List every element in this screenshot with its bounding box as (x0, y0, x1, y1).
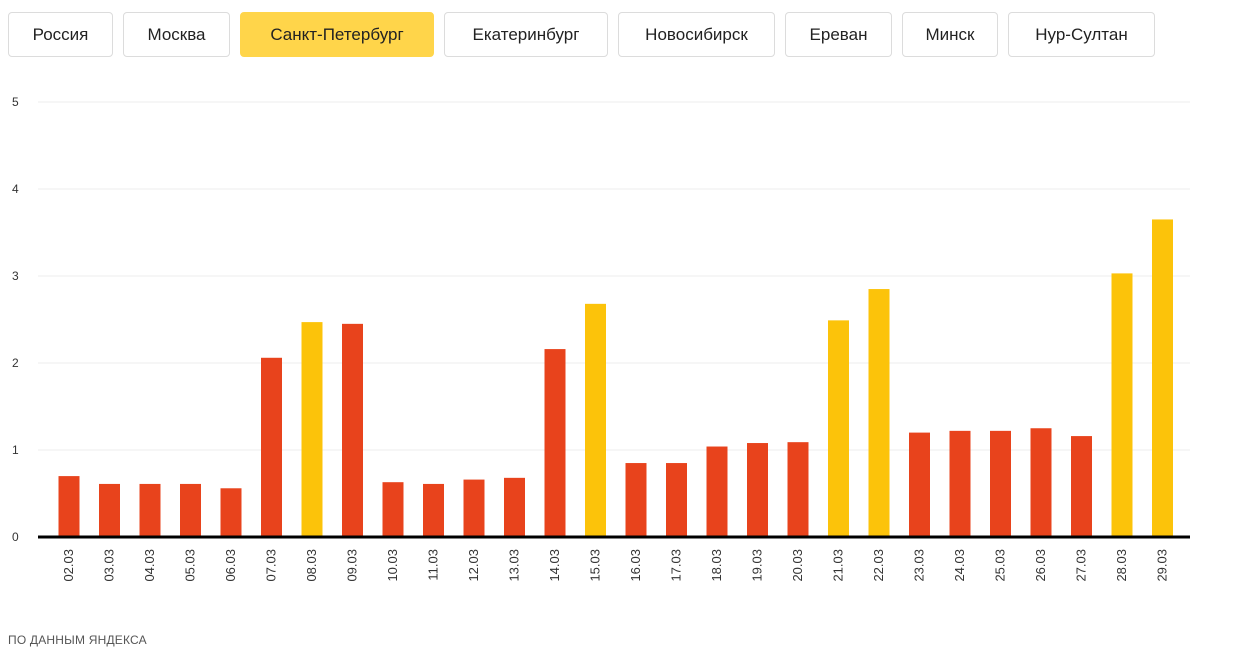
y-tick-label: 0 (12, 530, 19, 544)
bar-19.03[interactable] (747, 443, 768, 537)
bar-29.03[interactable] (1152, 219, 1173, 537)
x-tick-label: 03.03 (102, 549, 117, 582)
x-tick-label: 09.03 (345, 549, 360, 582)
y-tick-label: 1 (12, 443, 19, 457)
bar-04.03[interactable] (139, 483, 161, 537)
x-tick-label: 27.03 (1074, 549, 1089, 582)
x-tick-label: 06.03 (223, 549, 238, 582)
x-tick-label: 19.03 (750, 549, 765, 582)
bar-05.03[interactable] (180, 483, 201, 537)
x-tick-label: 10.03 (385, 549, 400, 582)
bar-03.03[interactable] (99, 483, 120, 537)
x-tick-label: 11.03 (426, 549, 441, 581)
bar-16.03[interactable] (625, 463, 647, 537)
x-tick-label: 26.03 (1033, 549, 1048, 582)
bar-22.03[interactable] (868, 289, 890, 537)
bar-08.03[interactable] (301, 322, 323, 537)
x-tick-label: 24.03 (952, 549, 967, 582)
x-tick-label: 28.03 (1114, 549, 1129, 582)
bar-06.03[interactable] (220, 488, 242, 537)
bar-chart: 0 1 2 3 4 5 02.03 03.03 04.03 05.03 06.03 07.03 08.0… (12, 95, 1190, 582)
y-tick-label: 3 (12, 269, 19, 283)
tab-yerevan[interactable]: Ереван (785, 12, 892, 57)
x-tick-label: 21.03 (831, 549, 846, 582)
x-tick-label: 05.03 (183, 549, 198, 582)
bar-28.03[interactable] (1111, 273, 1133, 537)
x-tick-label: 13.03 (507, 549, 522, 582)
bar-17.03[interactable] (666, 463, 687, 537)
bar-21.03[interactable] (828, 320, 849, 537)
bar-07.03[interactable] (261, 357, 282, 537)
x-tick-label: 04.03 (142, 549, 157, 582)
bar-23.03[interactable] (909, 432, 930, 537)
tab-minsk[interactable]: Минск (902, 12, 998, 57)
y-tick-label: 4 (12, 182, 19, 196)
bar-13.03[interactable] (504, 477, 525, 537)
bar-26.03[interactable] (1030, 428, 1052, 537)
tab-moscow[interactable]: Москва (123, 12, 230, 57)
tab-saint-petersburg[interactable]: Санкт-Петербург (240, 12, 434, 57)
bar-15.03[interactable] (585, 303, 606, 537)
y-tick-label: 2 (12, 356, 19, 370)
x-tick-label: 07.03 (264, 549, 279, 582)
x-tick-label: 17.03 (669, 549, 684, 582)
x-tick-label: 20.03 (790, 549, 805, 582)
x-tick-label: 15.03 (588, 549, 603, 582)
bar-09.03[interactable] (342, 323, 363, 537)
x-tick-label: 23.03 (912, 549, 927, 582)
bar-24.03[interactable] (949, 430, 971, 537)
bar-27.03[interactable] (1071, 436, 1092, 537)
bar-10.03[interactable] (382, 482, 404, 537)
bar-25.03[interactable] (990, 430, 1011, 537)
x-tick-label: 14.03 (547, 549, 562, 582)
bar-02.03[interactable] (58, 476, 80, 537)
x-tick-label: 22.03 (871, 549, 886, 582)
x-tick-label: 18.03 (709, 549, 724, 582)
bar-12.03[interactable] (463, 479, 485, 537)
x-tick-label: 29.03 (1155, 549, 1170, 582)
x-tick-label: 16.03 (628, 549, 643, 582)
city-tabs: Россия Москва Санкт-Петербург Екатеринбу… (8, 12, 1155, 57)
x-tick-label: 02.03 (61, 549, 76, 582)
y-tick-label: 5 (12, 95, 19, 109)
tab-nur-sultan[interactable]: Нур-Султан (1008, 12, 1155, 57)
source-note: ПО ДАННЫМ ЯНДЕКСА (8, 633, 147, 647)
bar-11.03[interactable] (423, 483, 444, 537)
tab-russia[interactable]: Россия (8, 12, 113, 57)
x-tick-label: 08.03 (304, 549, 319, 582)
tab-yekaterinburg[interactable]: Екатеринбург (444, 12, 608, 57)
bar-20.03[interactable] (787, 442, 809, 537)
bar-18.03[interactable] (706, 446, 728, 537)
x-tick-label: 25.03 (993, 549, 1008, 582)
bar-14.03[interactable] (544, 349, 566, 537)
tab-novosibirsk[interactable]: Новосибирск (618, 12, 775, 57)
x-tick-label: 12.03 (466, 549, 481, 582)
